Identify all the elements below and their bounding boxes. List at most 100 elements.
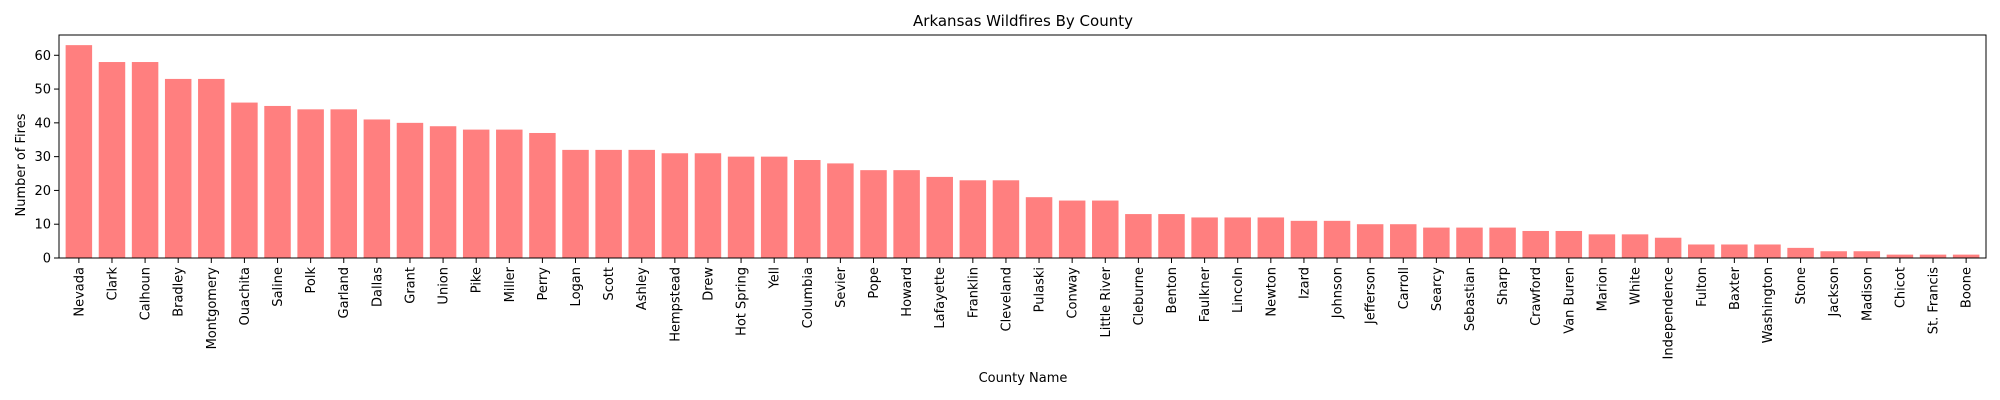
bar-johnson — [1323, 220, 1351, 258]
x-tick-label: Ashley — [635, 267, 650, 311]
bar-scott — [595, 149, 622, 258]
x-tick-label: Pope — [867, 267, 882, 299]
x-tick-label: Jackson — [1827, 267, 1842, 317]
bar-conway — [1058, 200, 1086, 258]
x-tick-label: Boone — [1960, 267, 1975, 308]
bar-jefferson — [1356, 224, 1384, 258]
x-tick-label: Calhoun — [139, 267, 154, 320]
bar-carroll — [1390, 224, 1417, 258]
x-tick-label: Columbia — [801, 267, 816, 328]
x-tick-label: Johnson — [1331, 267, 1346, 319]
x-tick-label: St. Francis — [1927, 267, 1942, 334]
bar-newton — [1257, 217, 1285, 258]
bar-sharp — [1489, 227, 1516, 258]
x-tick-label: Sebastian — [1463, 267, 1478, 331]
x-tick-label: Dallas — [370, 267, 385, 307]
bar-izard — [1290, 220, 1318, 258]
bar-searcy — [1423, 227, 1450, 258]
y-axis-label: Number of Fires — [14, 113, 29, 216]
x-tick-label: Ouachita — [238, 267, 253, 326]
bar-grant — [396, 122, 424, 259]
x-tick-label: Saline — [271, 267, 286, 307]
y-tick-label: 20 — [34, 184, 51, 199]
x-tick-label: Hot Spring — [735, 267, 750, 336]
bar-pike — [462, 129, 490, 258]
bar-montgomery — [198, 78, 225, 258]
bar-pope — [860, 170, 887, 258]
x-tick-label: Montgomery — [205, 267, 220, 350]
bar-saline — [264, 105, 291, 258]
x-tick-label: Little River — [1099, 266, 1114, 337]
bar-little-river — [1092, 200, 1119, 258]
bar-madison — [1853, 251, 1881, 258]
x-tick-label: Bradley — [172, 267, 187, 317]
x-tick-label: Drew — [701, 267, 716, 301]
bar-polk — [297, 109, 324, 258]
x-tick-label: Van Buren — [1562, 267, 1577, 334]
bar-van-buren — [1555, 230, 1583, 258]
x-tick-label: Independence — [1662, 267, 1677, 359]
x-tick-label: Marion — [1595, 267, 1610, 311]
x-tick-label: Washington — [1761, 267, 1776, 343]
x-tick-label: Lafayette — [933, 267, 948, 329]
bar-sebastian — [1456, 227, 1483, 258]
y-tick-label: 30 — [34, 150, 51, 165]
bar-st-francis — [1919, 254, 1947, 258]
bar-calhoun — [131, 62, 159, 258]
x-tick-label: Madison — [1860, 267, 1875, 321]
x-tick-label: Sharp — [1496, 267, 1511, 305]
x-tick-label: Lincoln — [1231, 267, 1246, 313]
x-tick-label: Izard — [1297, 267, 1312, 299]
bar-columbia — [794, 160, 821, 258]
x-tick-label: Cleburne — [1132, 267, 1147, 326]
bar-faulkner — [1191, 217, 1218, 258]
x-tick-label: Fulton — [1695, 267, 1710, 307]
x-tick-label: Polk — [304, 267, 319, 294]
bar-miller — [496, 129, 523, 258]
x-tick-label: Hempstead — [668, 267, 683, 342]
x-tick-label: Conway — [1066, 267, 1081, 319]
x-axis-ticks: Nevada Clark Calhoun Bradley Montgomery Ouach… — [72, 258, 1975, 359]
y-tick-label: 10 — [34, 218, 51, 233]
x-tick-label: Cleveland — [999, 267, 1014, 331]
bar-jackson — [1820, 251, 1847, 258]
y-tick-label: 0 — [43, 252, 51, 267]
bar-perry — [529, 132, 556, 258]
x-tick-label: Pike — [470, 267, 485, 293]
bar-boone — [1952, 254, 1980, 258]
x-tick-label: Baxter — [1728, 266, 1743, 310]
x-tick-label: Miller — [503, 266, 518, 302]
x-tick-label: Chicot — [1893, 267, 1908, 308]
plot-frame — [58, 34, 1987, 259]
bars-group — [65, 45, 1980, 259]
bar-dallas — [363, 119, 391, 258]
x-tick-label: Stone — [1794, 267, 1809, 305]
bar-lincoln — [1224, 217, 1251, 258]
x-tick-label: White — [1629, 267, 1644, 305]
bar-baxter — [1721, 244, 1748, 258]
bar-independence — [1654, 237, 1682, 258]
x-tick-label: Newton — [1264, 267, 1279, 317]
chart-title: Arkansas Wildfires By County — [913, 12, 1133, 30]
x-tick-label: Franklin — [966, 267, 981, 318]
bar-drew — [694, 153, 722, 258]
bar-clark — [98, 62, 126, 258]
bar-cleveland — [992, 180, 1020, 258]
bar-bradley — [164, 78, 192, 258]
bar-ashley — [628, 149, 655, 258]
x-tick-label: Faulkner — [1198, 266, 1213, 322]
x-tick-label: Clark — [105, 267, 120, 301]
bar-logan — [562, 149, 589, 258]
x-tick-label: Grant — [403, 267, 418, 304]
bar-hempstead — [661, 153, 689, 258]
x-tick-label: Crawford — [1529, 267, 1544, 326]
bar-franklin — [959, 180, 987, 258]
bar-crawford — [1522, 230, 1549, 258]
bar-ouachita — [231, 102, 258, 258]
x-axis-label: County Name — [979, 371, 1068, 386]
x-tick-label: Perry — [536, 267, 551, 301]
y-axis-ticks: 0 10 20 30 40 50 60 — [34, 49, 59, 267]
x-tick-label: Benton — [1165, 267, 1180, 313]
x-tick-label: Union — [437, 267, 452, 305]
x-tick-label: Scott — [602, 267, 617, 301]
